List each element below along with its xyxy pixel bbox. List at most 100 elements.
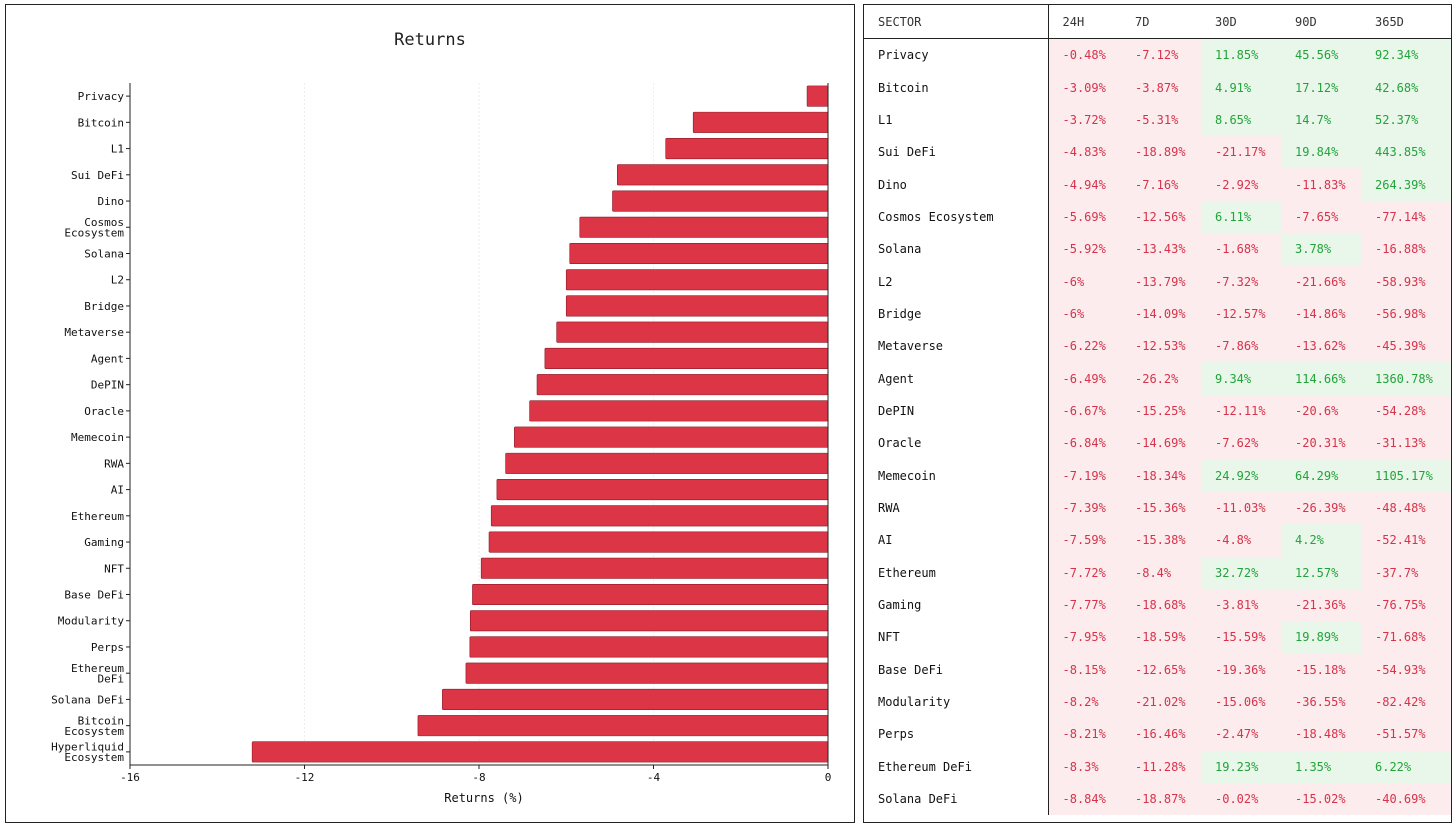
sector-cell: AI	[864, 524, 1049, 557]
header-7d[interactable]: 7D	[1121, 5, 1201, 39]
bar-bitcoin-ecosystem	[417, 715, 829, 737]
return-cell: -4.83%	[1048, 136, 1121, 169]
return-cell: 11.85%	[1201, 38, 1281, 72]
return-cell: -8.15%	[1048, 653, 1121, 686]
table-row: Bitcoin -3.09% -3.87% 4.91% 17.12% 42.68%	[864, 71, 1451, 104]
table-row: Oracle -6.84% -14.69% -7.62% -20.31% -31.13%	[864, 427, 1451, 460]
sector-cell: DePIN	[864, 394, 1049, 428]
bar-privacy	[806, 85, 829, 107]
header-90d[interactable]: 90D	[1281, 5, 1361, 39]
table-row: Memecoin -7.19% -18.34% 24.92% 64.29% 1105.17…	[864, 459, 1451, 492]
return-cell: 24.92%	[1201, 459, 1281, 492]
return-cell: -12.57%	[1201, 297, 1281, 331]
return-cell: -15.06%	[1201, 685, 1281, 719]
y-tick-label: Privacy	[78, 90, 125, 103]
table-row: Solana -5.92% -13.43% -1.68% 3.78% -16.88%	[864, 233, 1451, 266]
y-tick-label-line: Dino	[98, 195, 125, 208]
y-tick-label: Solana DeFi	[51, 693, 124, 706]
return-cell: -6.67%	[1048, 394, 1121, 428]
return-cell: -14.86%	[1281, 297, 1361, 331]
return-cell: -56.98%	[1361, 297, 1451, 331]
return-cell: 4.91%	[1201, 71, 1281, 104]
return-cell: -3.09%	[1048, 71, 1121, 104]
return-cell: -0.02%	[1201, 782, 1281, 816]
return-cell: -12.11%	[1201, 394, 1281, 428]
y-tick-label-line: Memecoin	[71, 431, 124, 444]
bar-depin	[536, 374, 829, 396]
bar-solana-defi	[442, 688, 829, 710]
y-tick-label-line: Ecosystem	[64, 227, 124, 240]
y-tick-label-line: Ecosystem	[64, 725, 124, 738]
sector-cell: Memecoin	[864, 459, 1049, 492]
y-tick-label: Hyperliquid Ecosystem	[51, 741, 124, 765]
return-cell: -21.17%	[1201, 136, 1281, 169]
y-tick-label: Bitcoin Ecosystem	[64, 714, 124, 738]
return-cell: -15.18%	[1281, 653, 1361, 686]
return-cell: -6.84%	[1048, 427, 1121, 460]
header-30d[interactable]: 30D	[1201, 5, 1281, 39]
sector-cell: Bitcoin	[864, 71, 1049, 104]
header-365d[interactable]: 365D	[1361, 5, 1451, 39]
sector-cell: Bridge	[864, 297, 1049, 331]
return-cell: 6.11%	[1201, 200, 1281, 234]
return-cell: -21.36%	[1281, 588, 1361, 622]
table-row: L2 -6% -13.79% -7.32% -21.66% -58.93%	[864, 265, 1451, 298]
bar-metaverse	[556, 321, 829, 343]
return-cell: -7.95%	[1048, 621, 1121, 654]
table-row: Sui DeFi -4.83% -18.89% -21.17% 19.84% 443.85…	[864, 136, 1451, 169]
return-cell: 9.34%	[1201, 362, 1281, 395]
return-cell: -13.43%	[1121, 233, 1201, 266]
table-row: Privacy -0.48% -7.12% 11.85% 45.56% 92.34%	[864, 38, 1451, 72]
table-header-row: SECTOR 24H 7D 30D 90D 365D	[864, 5, 1451, 39]
return-cell: -7.77%	[1048, 588, 1121, 622]
return-cell: -37.7%	[1361, 556, 1451, 589]
table-row: NFT -7.95% -18.59% -15.59% 19.89% -71.68%	[864, 621, 1451, 654]
bar-dino	[612, 190, 829, 212]
y-tick-label: RWA	[104, 457, 124, 470]
y-tick-label-line: Sui DeFi	[71, 169, 124, 182]
sector-cell: Gaming	[864, 588, 1049, 622]
table-row: Gaming -7.77% -18.68% -3.81% -21.36% -76.75%	[864, 588, 1451, 622]
header-sector[interactable]: SECTOR	[864, 5, 1049, 39]
y-tick-label-line: Modularity	[58, 615, 125, 628]
table-row: DePIN -6.67% -15.25% -12.11% -20.6% -54.28%	[864, 394, 1451, 428]
return-cell: 6.22%	[1361, 750, 1451, 783]
y-tick-label-line: Gaming	[84, 536, 124, 549]
return-cell: -58.93%	[1361, 265, 1451, 298]
return-cell: 114.66%	[1281, 362, 1361, 395]
sector-cell: Perps	[864, 718, 1049, 751]
return-cell: -15.38%	[1121, 524, 1201, 557]
return-cell: -13.62%	[1281, 330, 1361, 363]
y-tick-label-line: Ecosystem	[64, 751, 124, 764]
return-cell: -6%	[1048, 297, 1121, 331]
return-cell: -18.87%	[1121, 782, 1201, 816]
sector-cell: Ethereum	[864, 556, 1049, 589]
return-cell: -7.72%	[1048, 556, 1121, 589]
return-cell: -4.8%	[1201, 524, 1281, 557]
return-cell: 8.65%	[1201, 103, 1281, 137]
return-cell: -51.57%	[1361, 718, 1451, 751]
return-cell: -19.36%	[1201, 653, 1281, 686]
table-row: AI -7.59% -15.38% -4.8% 4.2% -52.41%	[864, 524, 1451, 557]
sector-cell: Oracle	[864, 427, 1049, 460]
y-tick-label-line: Ethereum	[71, 510, 124, 523]
bar-sui-defi	[616, 164, 829, 186]
return-cell: -77.14%	[1361, 200, 1451, 234]
sector-cell: L2	[864, 265, 1049, 298]
return-cell: -18.68%	[1121, 588, 1201, 622]
x-tick-label: -16	[120, 771, 140, 784]
table-row: RWA -7.39% -15.36% -11.03% -26.39% -48.48%	[864, 491, 1451, 525]
y-tick-label-line: Solana	[84, 248, 124, 261]
header-24h[interactable]: 24H	[1048, 5, 1121, 39]
return-cell: -21.66%	[1281, 265, 1361, 298]
x-tick-label: 0	[825, 771, 832, 784]
table-row: Bridge -6% -14.09% -12.57% -14.86% -56.98%	[864, 297, 1451, 331]
table-row: Dino -4.94% -7.16% -2.92% -11.83% 264.39%	[864, 168, 1451, 201]
y-tick-label: L2	[111, 274, 124, 287]
return-cell: -4.94%	[1048, 168, 1121, 201]
y-tick-label: Oracle	[84, 405, 124, 418]
return-cell: -8.21%	[1048, 718, 1121, 751]
x-tick-label: -4	[647, 771, 661, 784]
bar-solana	[569, 242, 829, 265]
